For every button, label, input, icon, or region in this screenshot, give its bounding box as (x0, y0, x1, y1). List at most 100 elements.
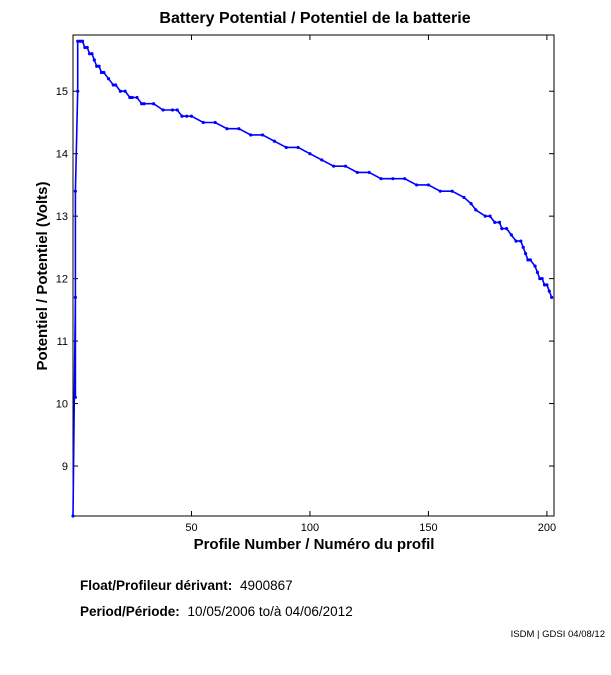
data-point (85, 45, 89, 50)
credit-text: ISDM | GDSI 04/08/12 (510, 629, 605, 640)
data-point (175, 108, 179, 112)
data-point (526, 258, 530, 262)
data-point (114, 83, 118, 87)
data-point (509, 233, 513, 237)
data-point (142, 102, 146, 106)
data-point (493, 220, 497, 225)
series-layer (71, 39, 554, 518)
data-point (73, 295, 77, 299)
data-point (355, 170, 359, 175)
data-point (90, 52, 94, 56)
data-point (426, 183, 431, 187)
data-point (379, 177, 383, 181)
y-tick-label: 15 (56, 86, 68, 98)
data-point (343, 164, 348, 168)
data-point (533, 264, 537, 268)
data-point (80, 39, 85, 43)
data-point (540, 277, 544, 281)
data-point (542, 283, 547, 287)
data-point (272, 139, 277, 143)
y-tick-label: 11 (57, 336, 68, 348)
data-point (260, 133, 265, 137)
y-tick-label: 10 (56, 399, 68, 411)
axis-tick-labels: 50 100 150 200 9 10 11 12 13 14 15 (56, 86, 556, 534)
y-tick-label: 9 (62, 461, 68, 473)
data-point (106, 77, 111, 81)
data-point (225, 127, 229, 131)
data-point (95, 64, 99, 68)
y-tick-label: 12 (56, 274, 68, 286)
data-point (414, 183, 419, 187)
data-point (76, 39, 80, 43)
data-point (99, 70, 104, 75)
data-point (500, 227, 504, 231)
data-point (523, 252, 528, 256)
float-label: Float/Profileur dérivant: (80, 578, 233, 593)
data-point (528, 258, 532, 262)
y-tick-label: 14 (56, 149, 68, 161)
battery-voltage-line (72, 40, 553, 517)
data-point (185, 114, 189, 118)
data-point (519, 239, 523, 243)
data-point (170, 108, 175, 112)
x-tick-label: 150 (419, 522, 437, 534)
float-id: 4900867 (240, 578, 293, 593)
data-point (201, 120, 205, 125)
data-point (462, 195, 466, 200)
data-point (249, 133, 253, 137)
data-point (180, 114, 184, 118)
data-point (550, 295, 554, 299)
period-label: Period/Période: (80, 604, 180, 619)
data-point (545, 283, 549, 287)
x-tick-label: 200 (538, 522, 556, 534)
data-point (483, 214, 487, 218)
x-axis-label: Profile Number / Numéro du profil (194, 536, 435, 553)
float-info: Float/Profileur dérivant: 4900867 (80, 578, 293, 593)
data-point (320, 158, 324, 162)
data-point (505, 227, 509, 231)
period-info: Period/Période: 10/05/2006 to/à 04/06/20… (80, 604, 353, 619)
data-point (213, 120, 217, 125)
data-point (535, 270, 540, 274)
data-point (403, 177, 407, 181)
data-point (296, 145, 300, 150)
chart-title: Battery Potential / Potentiel de la batt… (159, 10, 470, 27)
plot-area (72, 34, 555, 517)
data-point (128, 95, 132, 100)
x-tick-label: 50 (185, 522, 197, 534)
data-point (83, 45, 87, 50)
data-point (111, 83, 115, 87)
data-point (92, 58, 96, 62)
data-point (102, 70, 106, 75)
y-axis-label: Potentiel / Potentiel (Volts) (34, 182, 51, 371)
data-point (538, 277, 542, 281)
period-range: 10/05/2006 to/à 04/06/2012 (187, 604, 353, 619)
y-tick-label: 13 (56, 211, 68, 223)
data-point (514, 239, 518, 243)
data-point (189, 114, 194, 118)
data-point (367, 170, 371, 175)
data-point (547, 289, 551, 293)
data-point (237, 127, 241, 131)
data-point (71, 514, 75, 518)
data-point (87, 52, 92, 56)
data-point (118, 89, 122, 93)
data-point (308, 152, 312, 156)
data-point (332, 164, 336, 168)
data-point (97, 64, 101, 68)
data-point (123, 89, 127, 93)
data-point (73, 395, 77, 399)
data-point (151, 102, 156, 106)
data-point (78, 39, 82, 43)
data-point (161, 108, 165, 112)
data-point (438, 189, 442, 193)
data-point (488, 214, 492, 218)
data-point (450, 189, 454, 193)
data-point (130, 95, 134, 100)
axis-ticks (73, 35, 554, 516)
data-point (135, 95, 139, 100)
data-point (497, 220, 502, 225)
data-point (73, 189, 77, 193)
data-point (469, 202, 473, 206)
